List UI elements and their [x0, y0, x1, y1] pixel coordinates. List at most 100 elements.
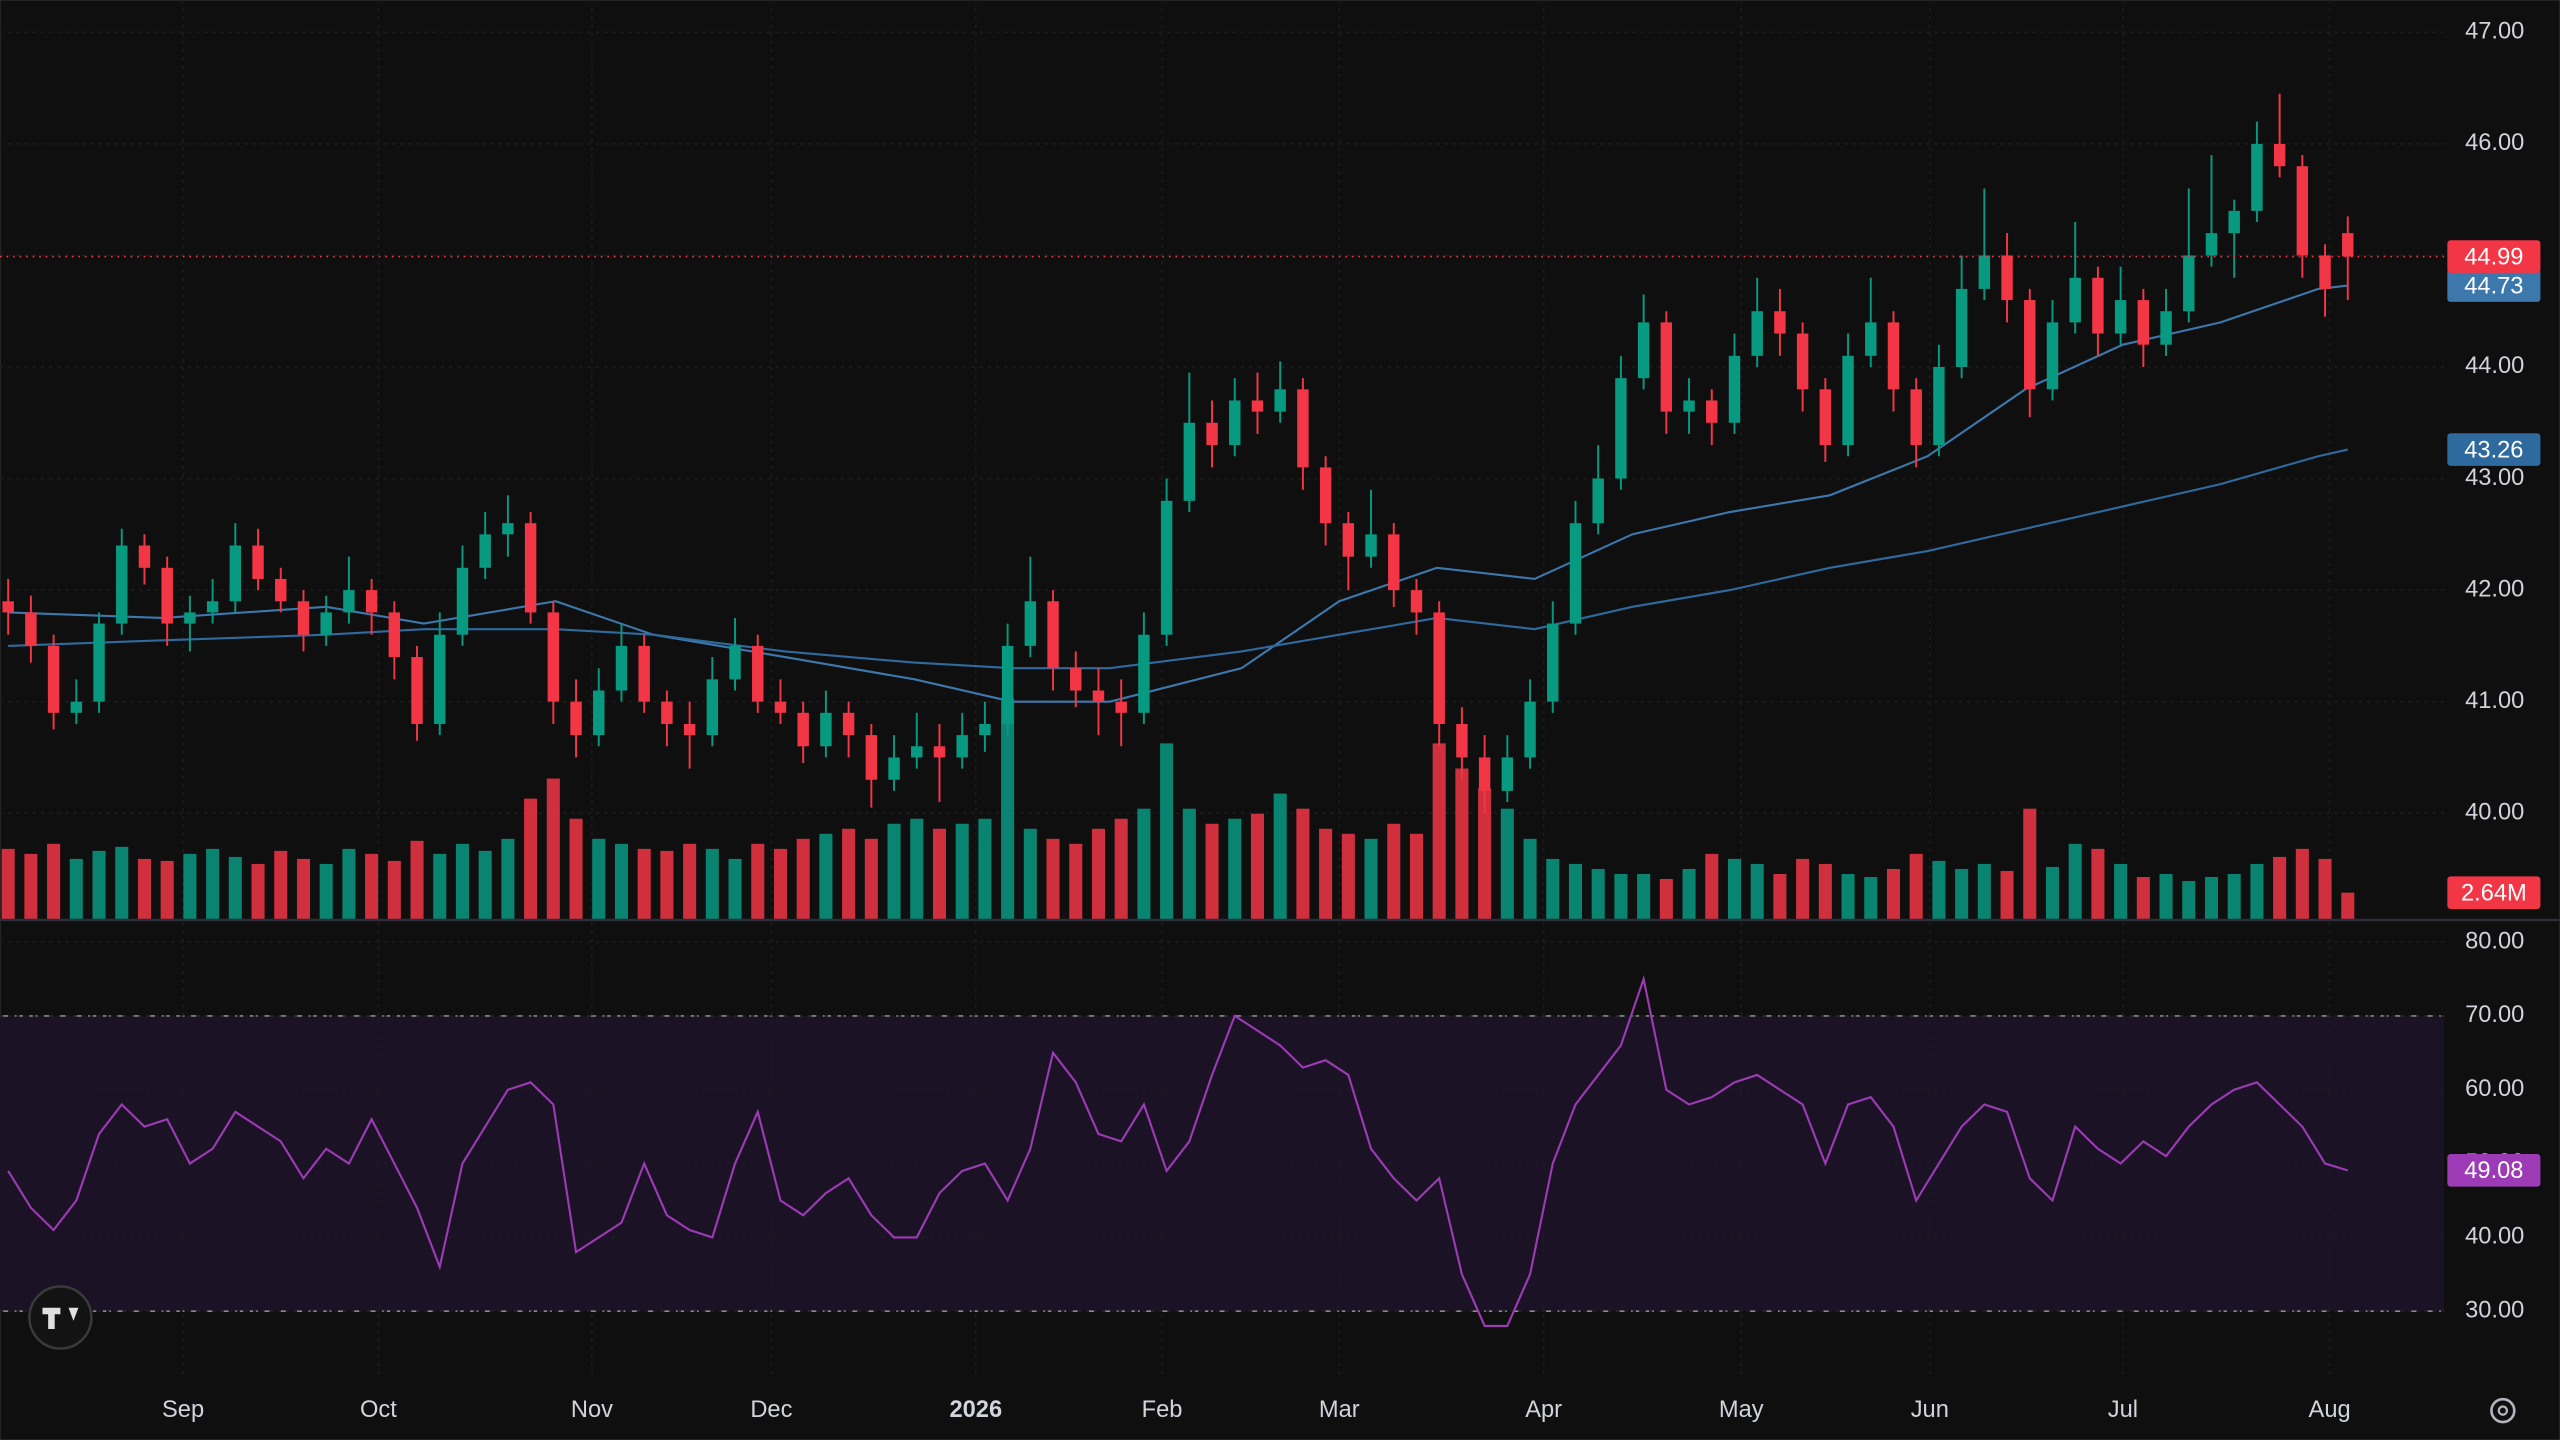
y-tick-label: 40.00 — [2465, 799, 2524, 825]
rsi-value-tag: 49.08 — [2464, 1158, 2523, 1184]
candle-body — [2251, 143, 2263, 211]
candle-body — [1160, 500, 1173, 635]
candle-body — [638, 645, 650, 702]
rsi-band — [0, 1015, 2445, 1312]
volume-bar — [1591, 868, 1605, 920]
candle-body — [2228, 210, 2240, 234]
candle-body — [752, 645, 764, 702]
volume-bar — [978, 818, 992, 920]
candle-body — [1115, 701, 1127, 713]
last-price-tag-box — [2447, 240, 2541, 273]
candle-body — [297, 601, 310, 635]
candle-body — [615, 645, 628, 691]
candle-body — [1887, 322, 1900, 390]
volume-bar — [296, 858, 310, 920]
candle-body — [1728, 355, 1741, 423]
volume-bar — [478, 850, 492, 920]
x-tick-label: Jun — [1911, 1397, 1949, 1423]
x-tick-label: Mar — [1319, 1397, 1360, 1423]
candle-body — [1047, 601, 1059, 669]
candle-body — [706, 679, 719, 736]
volume-bar — [1864, 876, 1878, 920]
volume-bar — [1955, 868, 1969, 920]
volume-bar — [1886, 868, 1901, 920]
candle-body — [2183, 255, 2195, 312]
volume-bar — [342, 848, 356, 920]
volume-bar — [1137, 808, 1151, 920]
volume-bar — [1750, 863, 1764, 920]
volume-bar — [1841, 873, 1855, 920]
volume-bar — [864, 838, 878, 920]
volume-bar — [751, 843, 765, 920]
candle-body — [1819, 389, 1832, 446]
volume-bar — [455, 843, 469, 920]
volume-bar — [1932, 860, 1946, 920]
candle-body — [956, 735, 968, 758]
candle-body — [1683, 400, 1695, 412]
volume-bar — [137, 858, 151, 920]
candle-body — [2092, 277, 2104, 334]
rsi-tick-label: 70.00 — [2465, 1002, 2524, 1028]
volume-bar — [1296, 808, 1310, 920]
candle-body — [184, 612, 196, 624]
volume-bar — [2204, 876, 2219, 920]
volume-bar — [1796, 858, 1810, 920]
volume-bar — [206, 848, 220, 920]
volume-bar — [1114, 818, 1128, 920]
candle-body — [1796, 333, 1809, 390]
candle-body — [2069, 277, 2081, 323]
rsi-tick-label: 40.00 — [2465, 1224, 2524, 1250]
rsi-line — [7, 974, 2349, 1328]
candle-body — [729, 645, 741, 680]
y-tick-label: 42.00 — [2465, 576, 2524, 602]
candle-body — [161, 567, 173, 624]
candle-body — [888, 757, 900, 780]
volume-bar — [1909, 853, 1923, 920]
candle-body — [388, 612, 401, 658]
candle-body — [365, 590, 378, 613]
ma-value-tag: 43.26 — [2464, 437, 2523, 463]
candle-body — [1229, 400, 1241, 446]
candle-body — [1319, 467, 1332, 524]
volume-bar — [1682, 868, 1696, 920]
x-tick-label: Jul — [2108, 1397, 2138, 1423]
volume-bar — [1182, 808, 1196, 920]
volume-bar — [1523, 838, 1537, 920]
volume-bar — [2273, 856, 2287, 920]
volume-bar — [1614, 873, 1628, 920]
volume-bar — [705, 848, 719, 920]
volume-bar — [569, 818, 583, 920]
settings-button[interactable] — [2490, 1397, 2516, 1424]
candle-body — [1297, 389, 1309, 468]
candle-body — [547, 612, 560, 702]
candle-body — [479, 534, 491, 568]
candle-body — [206, 601, 219, 613]
volume-bar — [1637, 873, 1651, 920]
volume-bar — [1160, 743, 1174, 920]
volume-bar — [1069, 843, 1083, 920]
volume-bar — [637, 848, 651, 920]
volume-bar — [69, 858, 83, 920]
volume-bar — [1432, 743, 1446, 920]
volume-bar — [2250, 863, 2264, 920]
rsi-tick-label: 80.00 — [2465, 928, 2524, 954]
volume-bar — [592, 838, 606, 920]
volume-bar — [24, 853, 38, 920]
volume-bar — [2000, 870, 2014, 920]
volume-bar — [2023, 808, 2037, 920]
y-tick-label: 44.00 — [2465, 353, 2524, 379]
volume-bar — [1023, 828, 1037, 920]
volume-bar — [2227, 873, 2241, 920]
candle-body — [1524, 701, 1536, 758]
candle-body — [2046, 322, 2059, 390]
volume-bar — [1, 848, 15, 920]
x-tick-label: May — [1719, 1397, 1764, 1423]
x-tick-label: Feb — [1142, 1397, 1183, 1423]
candle-body — [1637, 322, 1650, 379]
x-tick-label: Sep — [162, 1397, 204, 1423]
candle-body — [2319, 255, 2331, 289]
candle-body — [411, 657, 423, 724]
volume-bar — [433, 853, 447, 920]
volume-bar — [614, 843, 628, 920]
